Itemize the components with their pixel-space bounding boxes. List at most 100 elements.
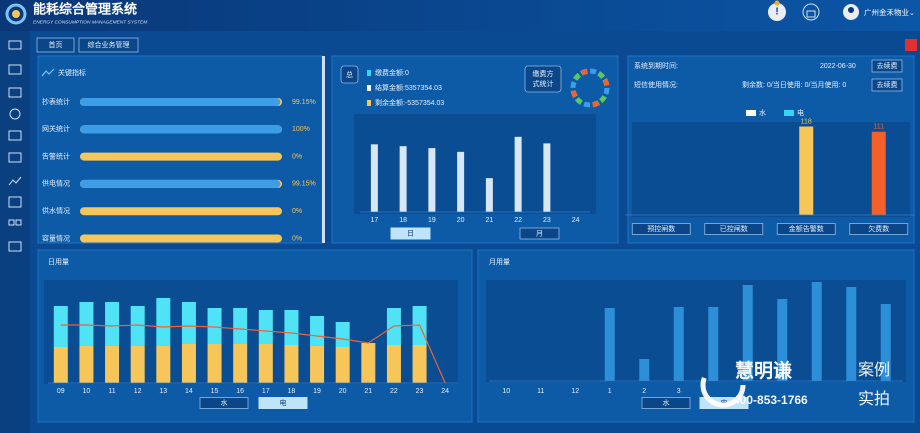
- category-label[interactable]: 已控闸数: [720, 224, 748, 233]
- legend-swatch: [784, 110, 794, 116]
- legend-button[interactable]: [258, 397, 308, 409]
- sidebar: [0, 31, 30, 433]
- category-button[interactable]: [776, 223, 836, 235]
- menu-icon[interactable]: [15, 219, 22, 226]
- menu-icon[interactable]: [8, 64, 22, 75]
- row-label: 抄表统计: [42, 97, 70, 106]
- value-label: 100%: [292, 126, 310, 133]
- tab-label[interactable]: 首页: [49, 40, 63, 49]
- bar: [335, 322, 350, 347]
- progress-track: [80, 152, 282, 161]
- row-label: 供电情况: [42, 179, 70, 188]
- panel-title: 月用量: [489, 258, 510, 266]
- x-tick-label: 13: [159, 388, 167, 395]
- data-label: 118: [801, 118, 812, 125]
- menu-icon[interactable]: [8, 241, 22, 252]
- category-button[interactable]: [704, 223, 764, 235]
- bar: [156, 346, 171, 383]
- logo-core: [12, 10, 20, 18]
- close-button[interactable]: [905, 39, 917, 51]
- bar: [79, 346, 94, 383]
- fee-item: 缴费金额:0: [375, 68, 409, 77]
- method-box[interactable]: [524, 65, 562, 93]
- bar: [880, 304, 891, 381]
- toggle-label[interactable]: 日: [407, 229, 414, 237]
- bar: [181, 302, 196, 344]
- lock-body: [806, 10, 816, 18]
- x-tick-label: 24: [441, 388, 449, 395]
- method-label: 式统计: [533, 79, 554, 88]
- scrollbar: [322, 56, 325, 243]
- category-button[interactable]: [631, 223, 691, 235]
- alert-icon[interactable]: [768, 3, 786, 21]
- bar: [207, 308, 222, 344]
- bar: [639, 359, 650, 381]
- renew-button[interactable]: [871, 59, 903, 73]
- plot-area: [486, 280, 906, 382]
- category-label[interactable]: 金额告警数: [789, 224, 824, 233]
- tab[interactable]: [78, 37, 139, 53]
- plot-area: [632, 122, 910, 217]
- category-button[interactable]: [849, 223, 909, 235]
- x-tick-label: 18: [399, 217, 407, 224]
- menu-icon[interactable]: [8, 130, 22, 141]
- renew-label[interactable]: 去续费: [877, 80, 898, 89]
- legend-label[interactable]: 电: [721, 398, 728, 407]
- legend-button[interactable]: [199, 397, 249, 409]
- tab-label[interactable]: 综合业务管理: [88, 40, 130, 49]
- user-name[interactable]: 广州金禾物业: [864, 7, 909, 17]
- menu-icon[interactable]: [8, 87, 22, 98]
- renew-label[interactable]: 去续费: [877, 61, 898, 70]
- x-tick-label: 23: [543, 217, 551, 224]
- legend-button[interactable]: [641, 397, 691, 409]
- tab[interactable]: [36, 37, 75, 53]
- value-label: 0%: [292, 208, 302, 215]
- x-tick-label: 17: [262, 388, 270, 395]
- menu-icon[interactable]: [8, 40, 22, 50]
- progress-bar: [80, 179, 281, 188]
- bar: [543, 143, 551, 212]
- watermark-tag: 实拍: [858, 390, 890, 408]
- bar: [233, 308, 248, 344]
- menu-icon[interactable]: [8, 176, 22, 186]
- bar: [485, 178, 493, 212]
- x-tick-label: 21: [364, 388, 372, 395]
- toggle-button[interactable]: [390, 227, 431, 240]
- x-tick-label: 15: [211, 388, 219, 395]
- x-tick-label: 2: [642, 388, 646, 395]
- menu-icon[interactable]: [8, 152, 22, 163]
- bar: [130, 346, 145, 383]
- lock-icon[interactable]: [802, 3, 820, 21]
- legend-label[interactable]: 水: [221, 398, 228, 407]
- legend-label[interactable]: 电: [280, 398, 287, 407]
- legend-label[interactable]: 水: [663, 398, 670, 407]
- x-tick-label: 18: [288, 388, 296, 395]
- row-label: 告警统计: [42, 151, 70, 160]
- total-label: 总: [346, 70, 353, 79]
- bar: [799, 126, 814, 215]
- menu-icon[interactable]: [9, 108, 21, 120]
- bar: [310, 346, 325, 383]
- renew-button[interactable]: [871, 78, 903, 92]
- x-tick-label: 16: [236, 388, 244, 395]
- toggle-label[interactable]: 月: [536, 229, 543, 237]
- menu-icon[interactable]: [8, 219, 15, 226]
- toggle-button[interactable]: [519, 227, 560, 240]
- menu-icon[interactable]: [8, 196, 22, 208]
- legend-swatch: [746, 110, 756, 116]
- bar: [233, 344, 248, 383]
- x-tick-label: 11: [537, 388, 544, 395]
- x-tick-label: 19: [313, 388, 321, 395]
- category-label[interactable]: 预控闸数: [647, 224, 675, 233]
- category-label[interactable]: 欠费数: [868, 224, 889, 233]
- donut-ring: [570, 68, 610, 108]
- value-label: 0%: [292, 235, 302, 242]
- user-caret[interactable]: ⌄: [909, 10, 915, 17]
- value-label: 99.15%: [292, 181, 316, 188]
- x-tick-label: 11: [108, 388, 115, 395]
- row-label: 供水情况: [42, 206, 70, 215]
- bar: [386, 345, 401, 383]
- x-tick-label: 19: [428, 217, 436, 224]
- value-label: 0%: [292, 153, 302, 160]
